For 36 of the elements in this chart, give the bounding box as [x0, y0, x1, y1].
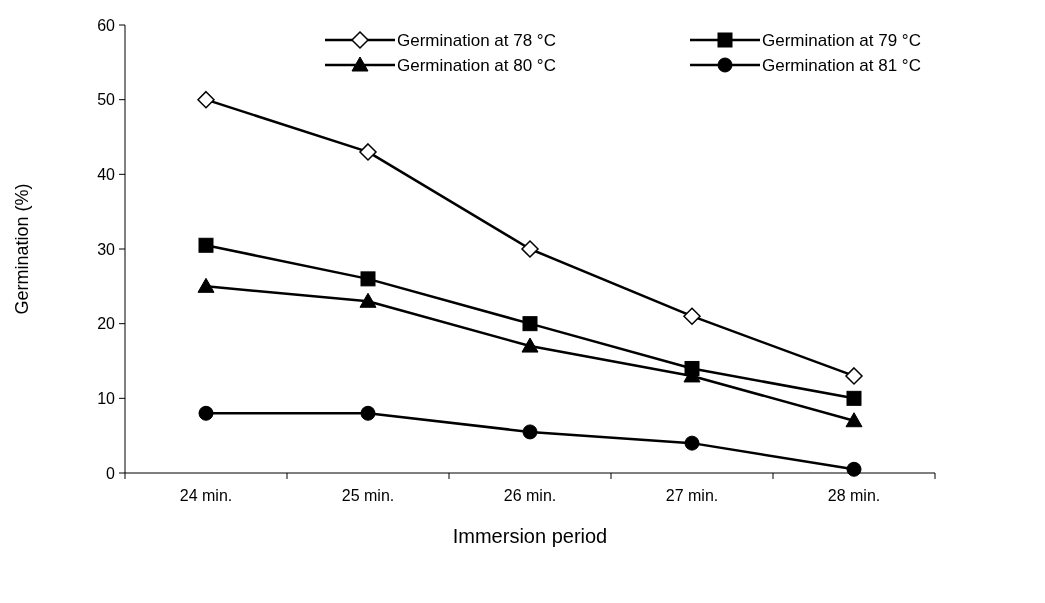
- point: [521, 337, 539, 353]
- point: [197, 277, 215, 293]
- y-axis-title: Germination (%): [12, 183, 32, 315]
- x-tick-label: 27 min.: [665, 487, 719, 504]
- x-axis-title: Immersion period: [452, 525, 608, 547]
- point: [522, 424, 538, 440]
- x-tick-label: 26 min.: [503, 487, 557, 504]
- y-tick-label: 20: [97, 315, 116, 333]
- point: [845, 367, 863, 385]
- y-tick-label: 50: [97, 91, 116, 109]
- point: [522, 316, 538, 332]
- legend-label: Germination at 78 °C: [397, 30, 556, 50]
- y-tick-label: 40: [97, 165, 116, 183]
- point: [684, 435, 700, 451]
- legend-label: Germination at 81 °C: [762, 55, 921, 75]
- point: [359, 292, 377, 308]
- y-tick-label: 0: [106, 464, 116, 482]
- point: [521, 240, 539, 258]
- x-tick-label: 28 min.: [827, 487, 881, 504]
- point: [360, 271, 376, 287]
- y-tick-label: 30: [97, 240, 116, 258]
- point: [845, 412, 863, 428]
- legend-label: Germination at 80 °C: [397, 55, 556, 75]
- point: [360, 405, 376, 421]
- point: [198, 405, 214, 421]
- point: [846, 390, 862, 406]
- x-tick-label: 24 min.: [179, 487, 233, 504]
- point: [198, 237, 214, 253]
- legend-label: Germination at 79 °C: [762, 30, 921, 50]
- point: [683, 307, 701, 325]
- point: [197, 90, 215, 109]
- y-tick-label: 10: [97, 389, 116, 407]
- point: [846, 461, 862, 477]
- point: [359, 143, 377, 161]
- x-tick-label: 25 min.: [341, 487, 395, 504]
- y-tick-label: 60: [97, 16, 116, 34]
